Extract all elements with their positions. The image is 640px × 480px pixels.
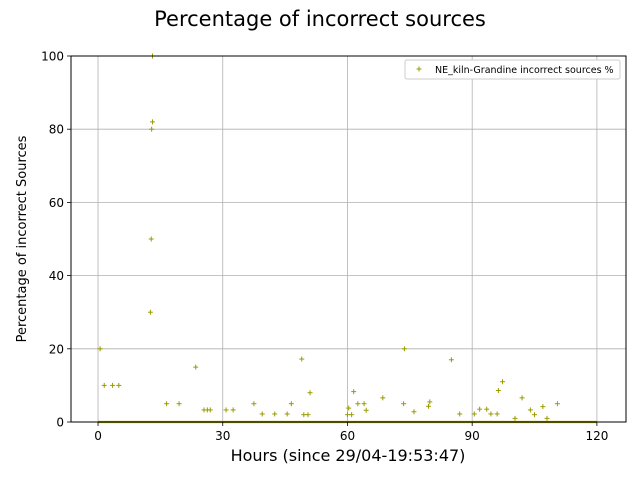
data-point <box>116 382 122 388</box>
x-tick-label: 30 <box>215 429 230 443</box>
data-points <box>97 53 560 421</box>
legend-plus <box>416 66 422 72</box>
data-point <box>149 119 155 125</box>
data-point <box>346 405 352 411</box>
data-point <box>223 407 229 413</box>
x-tick-label: 120 <box>585 429 608 443</box>
plot-area <box>70 55 627 423</box>
data-point <box>477 406 483 412</box>
data-point <box>355 401 361 407</box>
y-axis: 0 20 40 60 80 100 <box>41 50 71 430</box>
data-point <box>176 401 182 407</box>
data-point <box>259 411 265 417</box>
data-point <box>349 412 355 418</box>
chart-title: Percentage of incorrect sources <box>154 7 486 31</box>
legend-marker <box>416 66 422 72</box>
y-axis-label: Percentage of incorrect Sources <box>15 135 30 342</box>
x-tick-label: 60 <box>340 429 355 443</box>
data-point <box>351 389 357 395</box>
legend-box <box>404 59 621 80</box>
y-tick-label: 20 <box>49 342 64 356</box>
x-axis: 0 30 60 90 120 <box>94 422 608 443</box>
data-point <box>284 411 290 417</box>
data-point <box>527 407 533 413</box>
data-point <box>544 415 550 421</box>
data-point <box>401 401 407 407</box>
data-point <box>361 401 367 407</box>
data-point <box>97 346 103 352</box>
y-tick-label: 60 <box>49 196 64 210</box>
y-tick-label: 0 <box>56 416 64 430</box>
data-point <box>149 126 155 132</box>
data-point <box>471 411 477 417</box>
data-point <box>554 401 560 407</box>
data-point <box>307 390 313 396</box>
x-axis-label: Hours (since 29/04-19:53:47) <box>231 446 466 465</box>
data-point <box>230 407 236 413</box>
data-point <box>363 407 369 413</box>
legend: NE_kiln-Grandine incorrect sources % <box>404 59 621 80</box>
data-point <box>251 401 257 407</box>
y-tick-label: 80 <box>49 123 64 137</box>
data-point <box>488 411 494 417</box>
x-tick-label: 90 <box>465 429 480 443</box>
data-point <box>193 364 199 370</box>
data-point <box>288 401 294 407</box>
data-point <box>147 309 153 315</box>
data-point <box>164 401 170 407</box>
y-tick-label: 40 <box>49 269 64 283</box>
data-point <box>427 399 433 405</box>
data-point <box>457 411 463 417</box>
y-tick-label: 100 <box>41 50 64 64</box>
data-point <box>272 411 278 417</box>
data-point <box>110 382 116 388</box>
data-point <box>148 236 154 242</box>
data-point <box>512 415 518 421</box>
data-point <box>532 412 538 418</box>
data-point <box>540 404 546 410</box>
data-point <box>448 357 454 363</box>
data-point <box>426 403 432 409</box>
data-point <box>411 409 417 415</box>
data-point <box>519 395 525 401</box>
data-point <box>401 346 407 352</box>
data-point <box>305 412 311 418</box>
data-point <box>494 411 500 417</box>
x-tick-label: 0 <box>94 429 102 443</box>
data-point <box>299 356 305 362</box>
data-point <box>207 407 213 413</box>
data-point <box>500 379 506 385</box>
data-point <box>495 388 501 394</box>
data-point <box>484 406 490 412</box>
legend-label: NE_kiln-Grandine incorrect sources % <box>435 65 614 76</box>
data-point <box>380 395 386 401</box>
data-point <box>101 382 107 388</box>
